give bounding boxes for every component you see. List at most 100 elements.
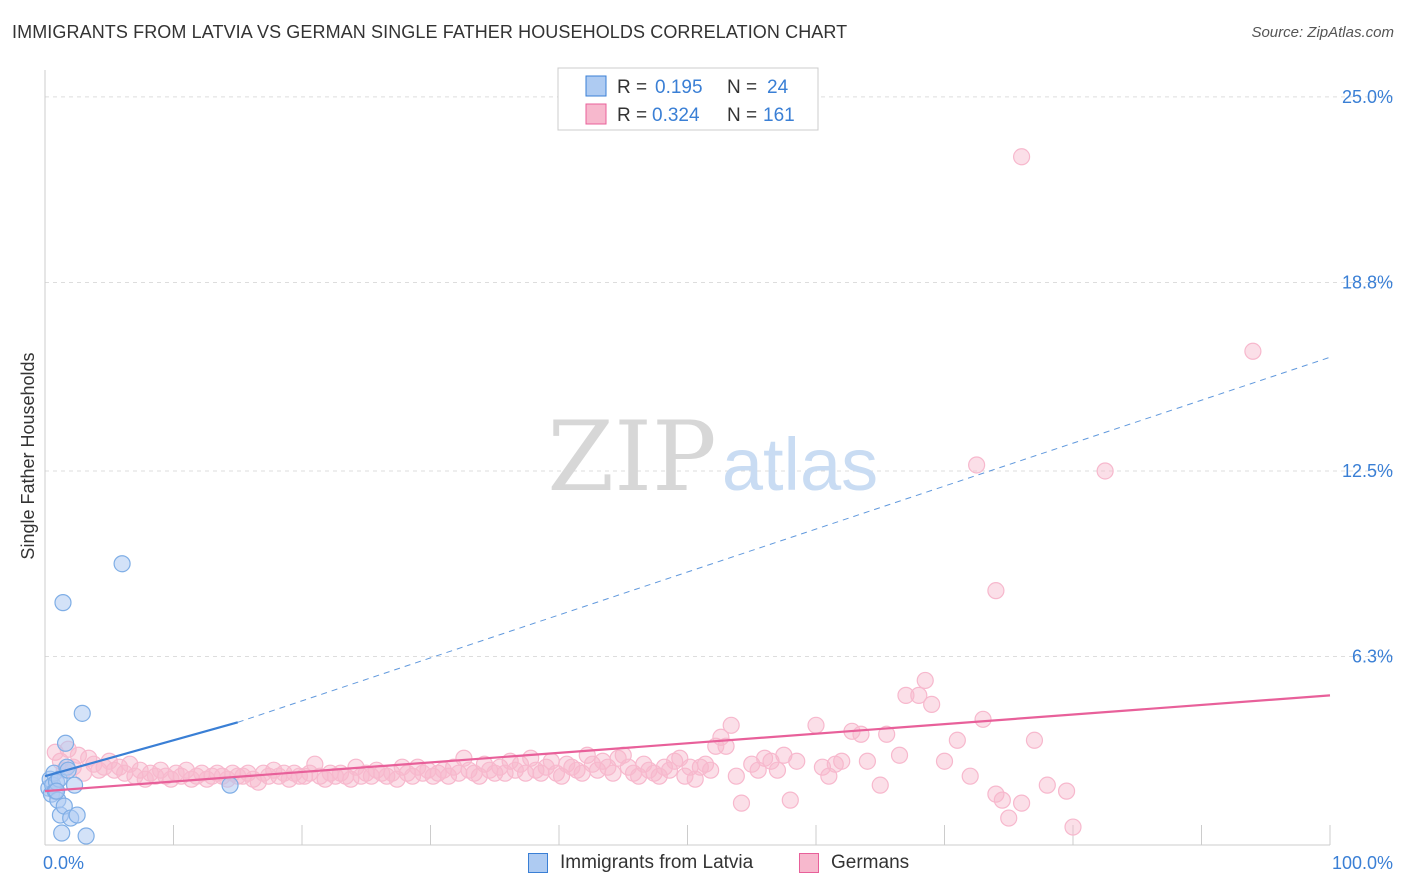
germans-point [1057,782,1076,800]
germans-point [460,761,478,779]
latvia-point [54,594,72,612]
germans-point [131,761,149,779]
chart-title: IMMIGRANTS FROM LATVIA VS GERMAN SINGLE … [12,22,848,42]
latvia-point [65,776,84,794]
germans-point [916,671,934,690]
legend-r-label-latvia: R = [617,77,647,98]
legend-swatch-latvia [585,75,607,97]
germans-point [527,761,545,779]
germans-point [691,758,709,776]
germans-point [429,764,447,782]
latvia-points [40,555,239,845]
legend-item-germans: Germans [799,852,909,874]
legend-swatch-latvia-bottom [528,853,548,873]
latvia-point [68,806,86,824]
germans-point [871,776,889,794]
germans-point [948,731,966,749]
latvia-point [221,776,239,794]
latvia-trend-solid [44,721,239,778]
latvia-point [53,824,71,842]
germans-trend [44,694,1331,793]
germans-point [961,767,979,785]
germans-point [910,686,928,704]
germans-point [439,767,458,785]
legend-label-germans: Germans [831,852,910,873]
germans-point [722,716,740,734]
germans-point [897,686,915,704]
germans-point [660,761,679,779]
germans-point [1012,148,1031,166]
watermark: ZIP atlas [547,401,878,513]
germans-point [1025,731,1044,749]
germans-point [935,752,954,770]
latvia-trend-dashed [237,356,1331,723]
germans-point [768,761,787,779]
legend-swatch-germans [585,103,607,125]
trend-lines [44,356,1331,793]
germans-point [890,746,909,764]
germans-point [558,755,576,773]
y-tick-label: 12.5% [1342,461,1393,481]
germans-point [923,695,941,713]
watermark-zip: ZIP [547,401,716,513]
germans-point [727,767,745,785]
y-tick-label: 18.8% [1342,272,1393,292]
legend-n-value-germans: 161 [763,105,795,126]
germans-point [807,716,825,734]
germans-point [833,752,851,770]
germans-point [987,582,1005,600]
latvia-point [77,827,95,845]
x-tick-label: 100.0% [1332,853,1393,873]
germans-point [1244,342,1262,360]
germans-point [788,752,806,770]
germans-point [813,758,832,776]
legend-r-value-latvia: 0.195 [655,77,703,98]
watermark-atlas: atlas [722,423,878,506]
germans-point [650,767,668,785]
source-label: Source: ZipAtlas.com [1251,24,1394,41]
germans-point [1000,809,1018,827]
y-tick-label: 6.3% [1352,646,1393,666]
tick-labels: 6.3% 12.5% 18.8% 25.0% 0.0% 100.0% [43,87,1393,873]
germans-point [563,758,581,776]
germans-point [666,752,684,770]
legend-label-latvia: Immigrants from Latvia [560,852,754,873]
legend-item-latvia: Immigrants from Latvia [528,852,753,874]
axes [44,70,1331,846]
germans-point [878,725,896,743]
y-tick-label: 25.0% [1342,87,1393,107]
latvia-point [73,704,91,722]
germans-point [1064,818,1082,836]
germans-point [781,791,799,809]
germans-point [1038,776,1056,794]
legend-r-value-germans: 0.324 [652,105,700,126]
legend-n-label-germans: N = [727,105,757,126]
x-tick-label: 0.0% [43,853,84,873]
germans-point [69,746,88,764]
legend-r-label-germans: R = [617,105,647,126]
germans-point [858,752,877,770]
germans-point [717,737,735,755]
germans-point [852,725,870,743]
germans-point [403,767,422,785]
germans-point [987,785,1005,803]
y-axis-label: Single Father Households [18,352,38,559]
germans-point [568,761,586,779]
latvia-point [113,555,131,573]
germans-point [702,761,720,779]
germans-point [1012,794,1031,812]
germans-point [993,791,1011,809]
germans-point [301,764,319,782]
germans-point [974,710,992,728]
germans-point [968,456,986,474]
grid-lines [45,96,1393,657]
germans-point [378,767,396,785]
latvia-point [56,734,75,752]
germans-point [105,761,123,779]
germans-point [655,758,673,776]
legend-n-label-latvia: N = [727,77,757,98]
germans-point [732,794,751,812]
legend-swatch-germans-bottom [799,853,819,873]
germans-point [676,767,694,785]
